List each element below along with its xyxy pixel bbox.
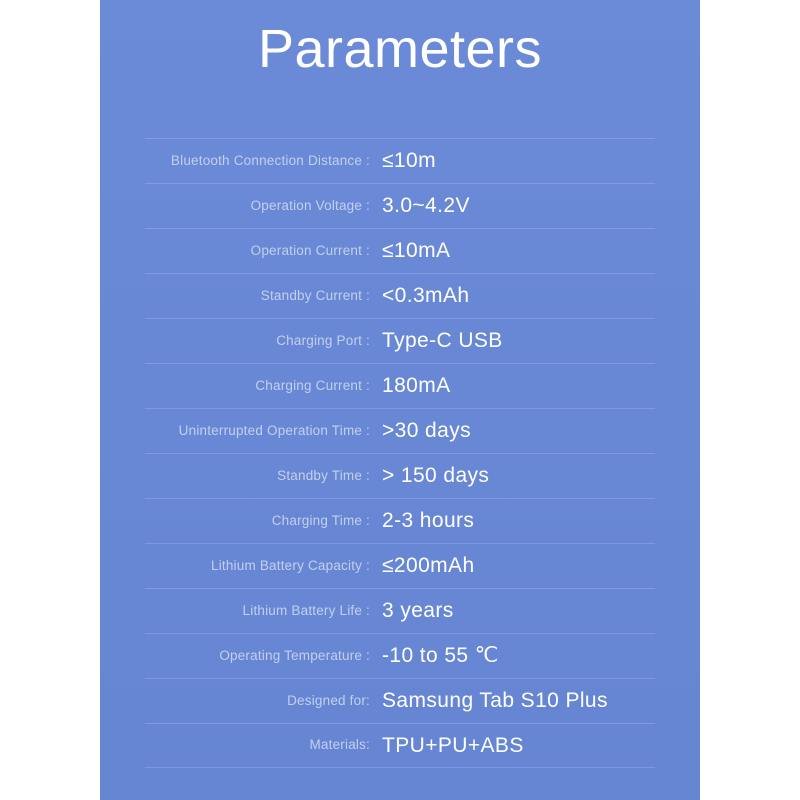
spec-value: TPU+PU+ABS [382, 733, 524, 757]
spec-value: Samsung Tab S10 Plus [382, 689, 608, 713]
spec-label: Operation Current : [250, 242, 370, 258]
spec-row: Operation Voltage : 3.0~4.2V [145, 183, 655, 228]
spec-row: Charging Port : Type-C USB [145, 318, 655, 363]
spec-row: Bluetooth Connection Distance : ≤10m [145, 138, 655, 183]
spec-label: Designed for: [287, 692, 370, 708]
spec-row: Designed for: Samsung Tab S10 Plus [145, 678, 655, 723]
spec-value: ≤10m [382, 149, 436, 173]
spec-label: Bluetooth Connection Distance : [170, 152, 370, 168]
spec-value: <0.3mAh [382, 284, 470, 308]
spec-label: Lithium Battery Capacity : [210, 557, 370, 573]
spec-label: Charging Port : [276, 332, 370, 348]
spec-row: Standby Time : > 150 days [145, 453, 655, 498]
spec-row: Materials: TPU+PU+ABS [145, 723, 655, 768]
spec-label: Operation Voltage : [250, 197, 370, 213]
spec-value: >30 days [382, 419, 472, 443]
spec-value: 180mA [382, 374, 451, 398]
spec-label: Standby Current : [260, 287, 370, 303]
spec-value: 3 years [382, 599, 454, 623]
spec-value: ≤10mA [382, 239, 451, 263]
spec-label: Lithium Battery Life : [242, 602, 370, 618]
spec-value: 2-3 hours [382, 509, 475, 533]
spec-row: Operation Current : ≤10mA [145, 228, 655, 273]
spec-label: Charging Time : [271, 512, 370, 528]
spec-row: Uninterrupted Operation Time : >30 days [145, 408, 655, 453]
spec-row: Charging Current : 180mA [145, 363, 655, 408]
spec-value: > 150 days [382, 464, 490, 488]
spec-label: Standby Time : [277, 467, 370, 483]
spec-value: ≤200mAh [382, 554, 475, 578]
spec-value: 3.0~4.2V [382, 194, 470, 218]
spec-row: Lithium Battery Life : 3 years [145, 588, 655, 633]
spec-row: Lithium Battery Capacity : ≤200mAh [145, 543, 655, 588]
spec-label: Uninterrupted Operation Time : [178, 422, 370, 438]
spec-label: Operating Temperature : [219, 647, 370, 663]
spec-label: Charging Current : [255, 377, 370, 393]
spec-value: Type-C USB [382, 329, 503, 353]
spec-row: Operating Temperature : -10 to 55 ℃ [145, 633, 655, 678]
spec-panel: Parameters Bluetooth Connection Distance… [100, 0, 700, 800]
page-title: Parameters [257, 19, 543, 79]
spec-label: Materials: [309, 737, 370, 753]
spec-row: Charging Time : 2-3 hours [145, 498, 655, 543]
spec-value: -10 to 55 ℃ [382, 644, 499, 668]
spec-table: Bluetooth Connection Distance : ≤10m Opera… [145, 138, 655, 768]
spec-row: Standby Current : <0.3mAh [145, 273, 655, 318]
